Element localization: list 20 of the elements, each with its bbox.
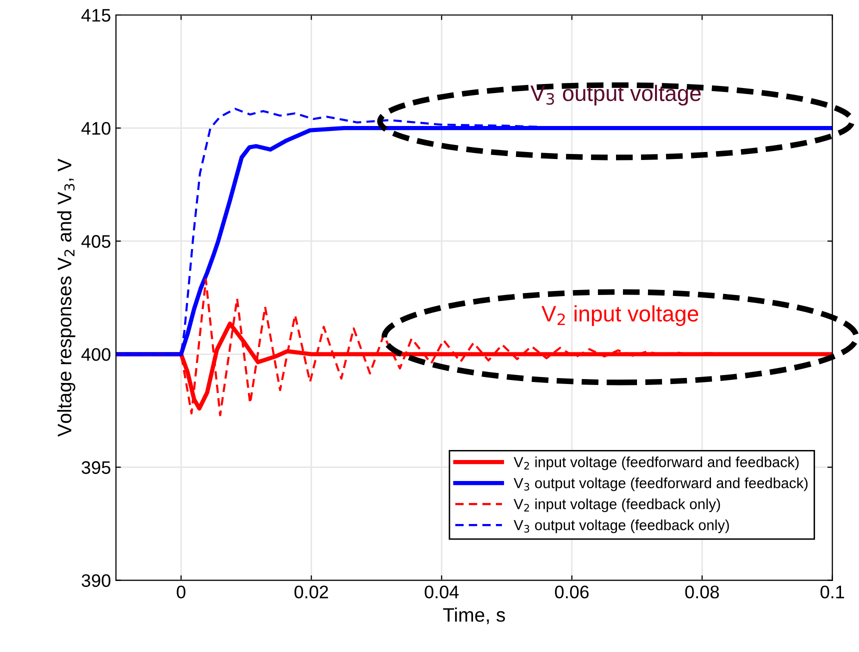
x-axis-title: Time, s xyxy=(443,608,505,624)
y-tick-label: 415 xyxy=(81,9,110,22)
legend-label: V$_{3}$ output voltage (feedback only) xyxy=(514,520,729,534)
x-tick-label: 0.02 xyxy=(294,586,328,598)
x-tick-label: 0 xyxy=(176,586,186,598)
legend-label: V$_{2}$ input voltage (feedforward and feedback) xyxy=(514,456,799,470)
y-tick-label: 410 xyxy=(81,122,110,135)
x-tick-label: 0.04 xyxy=(424,586,459,598)
x-tick-label: 0.1 xyxy=(820,586,844,598)
y-tick-label: 400 xyxy=(81,348,110,361)
y-tick-label: 390 xyxy=(82,574,110,587)
legend-label: V$_{2}$ input voltage (feedback only) xyxy=(514,498,720,512)
annotation: V$_{2}$ input voltage xyxy=(542,305,698,326)
annotation: V$_{3}$ output voltage xyxy=(530,84,701,106)
x-tick-label: 0.06 xyxy=(554,586,589,598)
y-axis-title: Voltage responses V$_{2}$ and V$_{3}$, V xyxy=(57,158,76,437)
x-tick-label: 0.08 xyxy=(685,586,719,598)
y-tick-label: 395 xyxy=(82,461,110,474)
legend-label: V$_{3}$ output voltage (feedforward and feedback) xyxy=(514,478,808,492)
y-tick-label: 405 xyxy=(81,235,110,248)
